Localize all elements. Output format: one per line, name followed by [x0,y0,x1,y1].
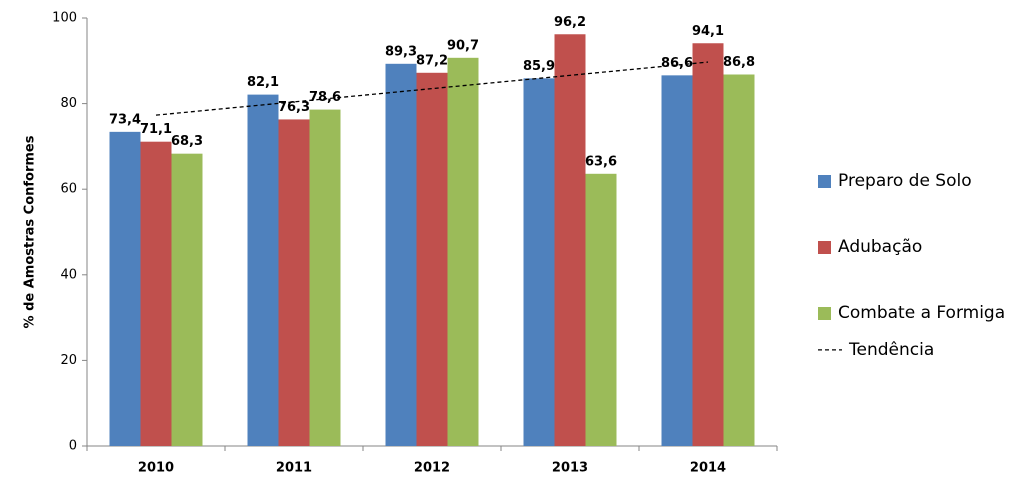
value-label: 82,1 [247,75,279,90]
y-tick-label: 60 [60,182,77,197]
x-tick-label: 2014 [690,461,726,476]
value-label: 89,3 [385,44,417,59]
bar [140,141,172,446]
value-label: 86,6 [661,56,693,71]
bar [309,109,341,446]
value-label: 68,3 [171,134,203,149]
bar [171,153,203,446]
value-label: 86,8 [723,55,755,70]
bar [247,94,279,446]
value-label: 76,3 [278,100,310,115]
bar [554,34,586,446]
y-axis-label: % de Amostras Conformes [23,135,38,328]
value-label: 78,6 [309,90,341,105]
bar [278,119,310,446]
legend-swatch [818,175,831,188]
y-tick-label: 80 [60,96,77,111]
x-tick-label: 2013 [552,461,588,476]
bar [109,131,141,446]
bar [723,74,755,446]
bar [585,173,617,447]
value-label: 73,4 [109,112,141,127]
value-label: 85,9 [523,59,555,74]
bar [447,57,479,446]
x-tick-label: 2012 [414,461,450,476]
value-label: 96,2 [554,15,586,30]
y-tick-label: 20 [60,353,77,368]
y-tick-label: 100 [52,11,77,26]
value-label: 71,1 [140,122,172,137]
bar [692,43,724,446]
value-label: 63,6 [585,154,617,169]
x-tick-label: 2010 [138,461,174,476]
bar [661,75,693,447]
legend-label: Combate a Formiga [838,303,1005,323]
legend-swatch [818,241,831,254]
value-label: 90,7 [447,38,479,53]
bar [385,63,417,447]
legend-label: Adubação [838,237,922,257]
legend-swatch [818,307,831,320]
x-tick-label: 2011 [276,461,312,476]
y-tick-label: 40 [60,267,77,282]
y-tick-label: 0 [69,439,77,454]
value-label: 94,1 [692,24,724,39]
legend-label: Tendência [848,340,934,360]
bar [523,78,555,447]
value-label: 87,2 [416,53,448,68]
trend-line [155,61,709,116]
legend-label: Preparo de Solo [838,171,972,191]
bar [416,72,448,446]
